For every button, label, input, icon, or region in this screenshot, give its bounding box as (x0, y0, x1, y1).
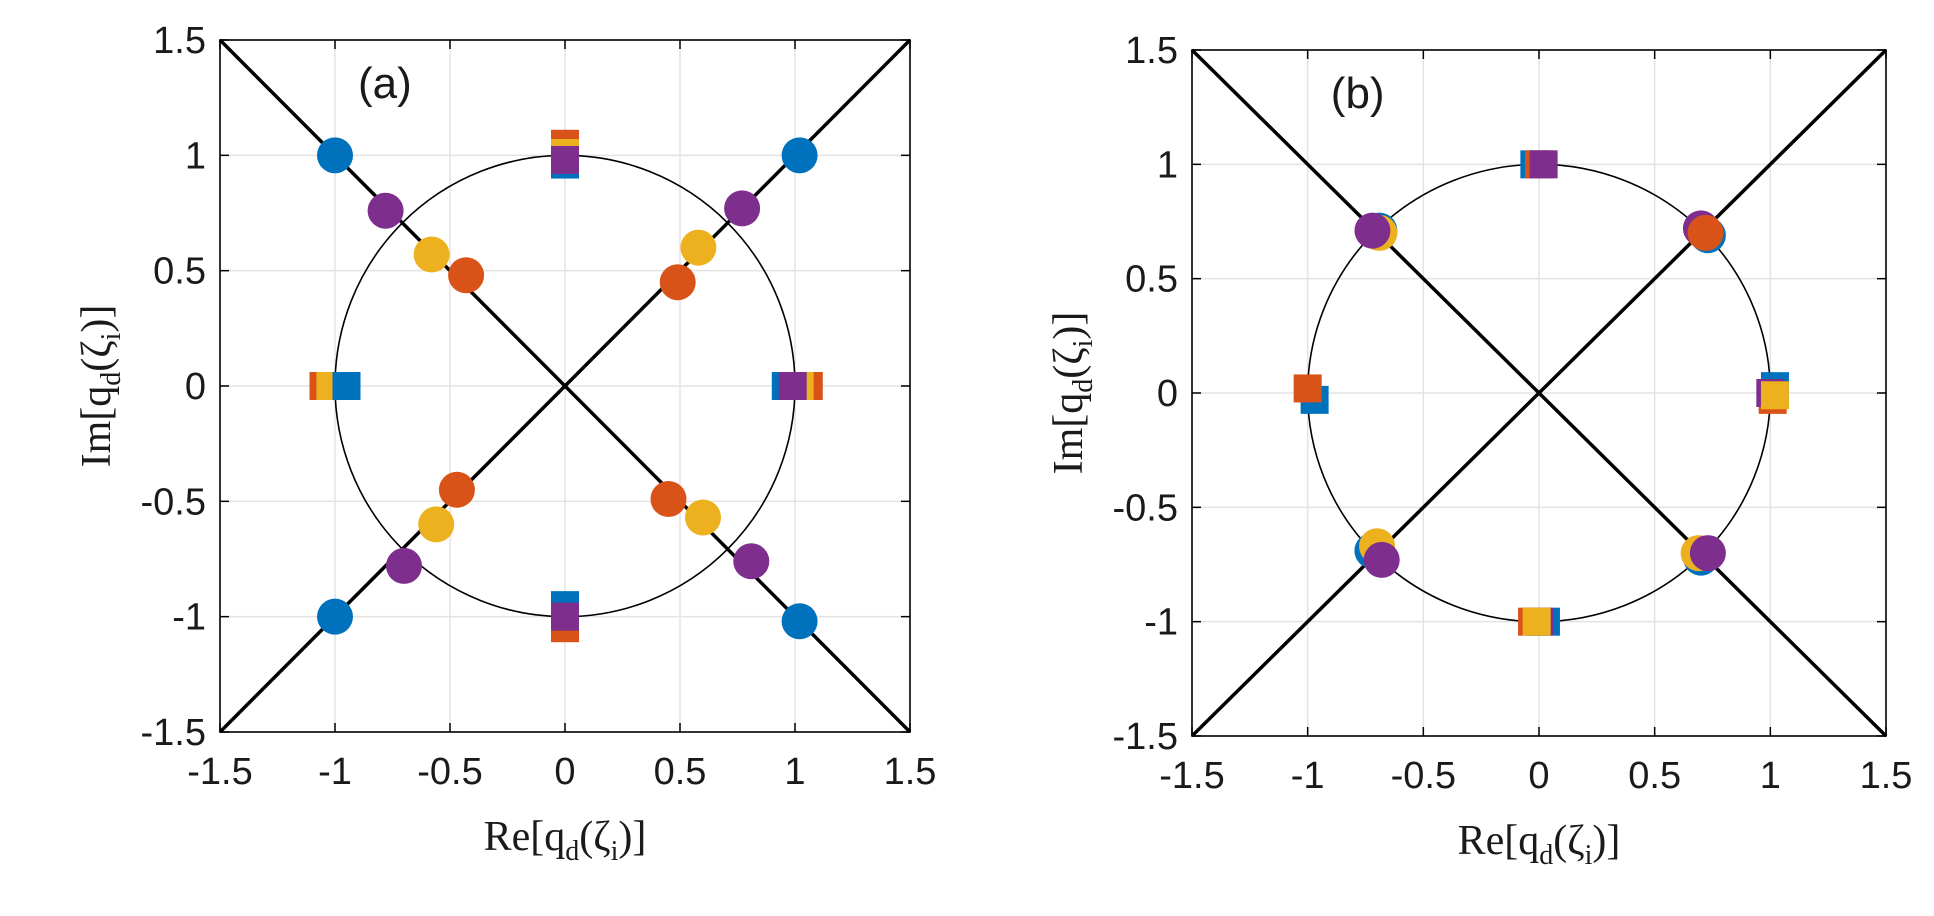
axis-label-part-sub1: d (1539, 840, 1553, 871)
x-axis-label: Re[qd(ζi)] (1458, 818, 1621, 871)
x-tick-label: -1 (318, 751, 352, 793)
y-tick-label: -0.5 (1113, 487, 1178, 529)
x-tick-label: 0 (1528, 755, 1549, 797)
y-tick-label: 1 (1157, 144, 1178, 186)
axis-label-part-sub2: i (1585, 840, 1593, 871)
y-axis-label: Im[qd(ζi)] (74, 305, 127, 468)
marker-circle-orange (438, 471, 475, 508)
y-tick-label: 0.5 (153, 251, 206, 293)
axis-label-part-mid: (ζ (1046, 347, 1092, 378)
x-tick-label: 0.5 (1628, 755, 1681, 797)
marker-square-purple (778, 372, 807, 400)
marker-circle-purple (1689, 535, 1726, 572)
marker-square-purple (1529, 150, 1558, 179)
y-tick-label: 1 (185, 135, 206, 177)
y-tick-label: -1 (1144, 602, 1178, 644)
diagonal-line-negative (1190, 48, 1888, 738)
marker-square-blue (332, 372, 361, 400)
marker-circle-orange (448, 257, 485, 294)
axis-label-part-post: )] (618, 814, 646, 860)
y-axis-label: Im[qd(ζi)] (1046, 312, 1099, 475)
y-tick-label: 1.5 (153, 20, 206, 62)
axis-label-part-sub2: i (1068, 339, 1099, 347)
x-tick-label: 0 (554, 751, 575, 793)
x-tick-label: -1.5 (187, 751, 252, 793)
axis-label-part-sub2: i (96, 332, 127, 340)
marker-square-orange (1293, 374, 1322, 403)
x-tick-label: 1.5 (884, 751, 937, 793)
marker-square-purple (551, 602, 579, 631)
y-tick-label: -1 (172, 597, 206, 639)
marker-circle-yellow (413, 236, 450, 273)
y-tick-label: 1.5 (1125, 30, 1178, 72)
y-tick-label: 0.5 (1125, 259, 1178, 301)
marker-circle-purple (1354, 212, 1391, 249)
x-tick-label: 1 (784, 751, 805, 793)
axis-label-part-sub1: d (96, 372, 127, 386)
axis-label-part-post: )] (74, 305, 120, 333)
marker-circle-purple (733, 543, 770, 580)
y-tick-label: -0.5 (141, 481, 206, 523)
chart-panel-a: -1.5 -1 -0.5 0 0.5 1 1.5 -1.5 -1 -0.5 0 0.5 1 1.5 (a) R… (74, 20, 936, 867)
marker-square-yellow (1760, 381, 1789, 410)
marker-square-yellow (1522, 607, 1551, 636)
axis-label-part-sub2: i (611, 836, 619, 867)
axis-label-part-pre: Im[q (1046, 393, 1092, 475)
axis-label-part-mid: (ζ (579, 814, 610, 860)
axis-label-part-post: )] (1592, 818, 1620, 864)
axis-label-part-mid: (ζ (1553, 818, 1584, 864)
marker-square-purple (551, 145, 579, 174)
marker-circle-purple (1363, 541, 1400, 578)
axis-label-part-post: )] (1046, 312, 1092, 340)
marker-circle-yellow (418, 506, 455, 543)
marker-circle-blue (317, 137, 353, 174)
x-tick-label: -0.5 (1391, 755, 1456, 797)
axis-label-part-sub1: d (1068, 379, 1099, 393)
marker-circle-purple (724, 190, 761, 227)
y-tick-label: -1.5 (1113, 716, 1178, 758)
panel-label: (b) (1331, 69, 1385, 118)
y-tick-label: -1.5 (141, 712, 206, 754)
chart-panel-b: -1.5 -1 -0.5 0 0.5 1 1.5 -1.5 -1 -0.5 0 0.5 1 1.5 (b) R… (1046, 30, 1912, 871)
x-tick-label: -1 (1291, 755, 1325, 797)
x-tick-label: -0.5 (417, 751, 482, 793)
marker-circle-purple (367, 192, 404, 229)
marker-circle-blue (781, 603, 818, 640)
axis-label-part-pre: Re[q (1458, 818, 1540, 864)
axis-label-part-pre: Re[q (484, 814, 566, 860)
marker-circle-yellow (685, 499, 721, 536)
marker-circle-orange (1687, 214, 1724, 251)
axis-label-part-sub1: d (565, 836, 579, 867)
x-tick-label: -1.5 (1159, 755, 1224, 797)
axis-label-part-mid: (ζ (74, 340, 120, 371)
marker-circle-blue (781, 137, 818, 174)
x-axis-label: Re[qd(ζi)] (484, 814, 647, 867)
x-tick-label: 1 (1760, 755, 1781, 797)
axis-label-part-pre: Im[q (74, 386, 120, 468)
y-tick-label: 0 (1157, 373, 1178, 415)
marker-circle-yellow (680, 229, 717, 266)
y-tick-label: 0 (185, 366, 206, 408)
x-tick-label: 0.5 (654, 751, 707, 793)
x-tick-label: 1.5 (1860, 755, 1913, 797)
marker-circle-orange (659, 264, 696, 301)
marker-circle-purple (386, 547, 422, 584)
marker-circle-blue (317, 598, 353, 635)
panel-label: (a) (358, 59, 412, 108)
marker-circle-orange (650, 481, 687, 518)
